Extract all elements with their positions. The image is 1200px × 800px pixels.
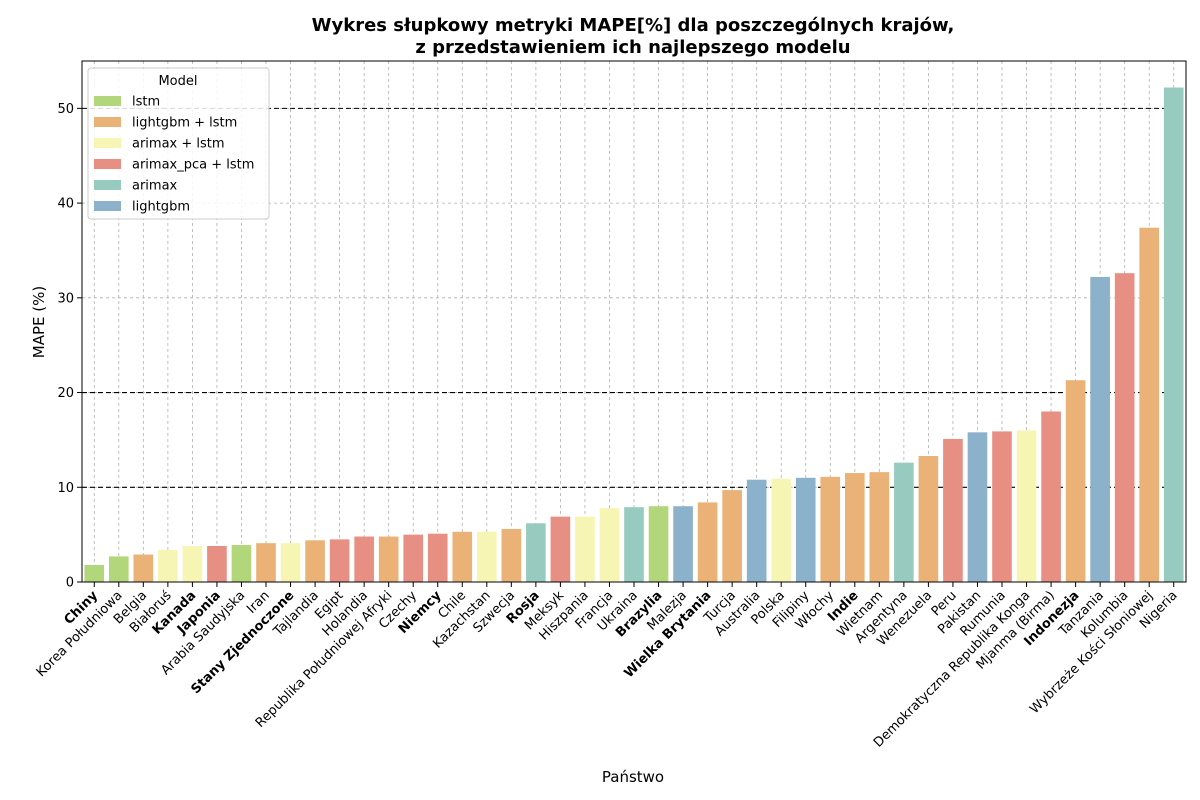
bar bbox=[476, 531, 497, 582]
bar bbox=[624, 507, 644, 582]
chart-title-line-1: Wykres słupkowy metryki MAPE[%] dla posz… bbox=[312, 15, 955, 36]
bar bbox=[452, 531, 473, 582]
bar bbox=[1016, 430, 1037, 582]
chart-legend: Model lstm lightgbm + lstm arimax + lstm ar… bbox=[87, 67, 270, 220]
bar bbox=[575, 516, 595, 582]
legend-label: arimax + lstm bbox=[132, 137, 225, 152]
legend-swatch bbox=[94, 117, 121, 127]
y-tick-label: 30 bbox=[57, 291, 74, 306]
legend-label: lightgbm bbox=[132, 200, 190, 215]
bar bbox=[501, 528, 522, 582]
bar bbox=[378, 536, 399, 582]
bar bbox=[280, 543, 301, 582]
y-axis-ticks: 0 10 20 30 40 50 bbox=[57, 102, 82, 591]
x-axis-label: Państwo bbox=[602, 768, 664, 786]
legend-label: arimax bbox=[132, 179, 178, 194]
bar bbox=[84, 564, 105, 582]
bar bbox=[231, 545, 252, 582]
bar bbox=[722, 490, 742, 582]
y-tick-label: 10 bbox=[57, 481, 74, 496]
y-tick-label: 40 bbox=[57, 197, 74, 212]
bar bbox=[158, 549, 178, 582]
bar bbox=[918, 456, 939, 582]
bar bbox=[1090, 276, 1110, 582]
bar bbox=[1163, 87, 1184, 583]
bar bbox=[133, 554, 154, 582]
y-tick-label: 0 bbox=[66, 576, 74, 591]
legend-swatch bbox=[94, 159, 121, 169]
bar bbox=[108, 556, 129, 582]
bar bbox=[844, 473, 865, 582]
bar bbox=[771, 478, 792, 582]
bar bbox=[354, 536, 374, 582]
bar bbox=[550, 516, 571, 582]
bar bbox=[869, 472, 890, 582]
bar bbox=[992, 431, 1012, 582]
legend-label: lightgbm + lstm bbox=[132, 116, 237, 131]
bar bbox=[746, 479, 767, 582]
bars bbox=[84, 87, 1184, 583]
bar bbox=[697, 502, 718, 582]
legend-label: lstm bbox=[132, 95, 160, 110]
bar bbox=[329, 539, 350, 582]
bar bbox=[427, 533, 448, 582]
bar bbox=[894, 462, 914, 582]
bar bbox=[1065, 380, 1086, 582]
bar bbox=[1139, 227, 1160, 582]
legend-swatch bbox=[94, 180, 121, 190]
legend-swatch bbox=[94, 96, 121, 106]
y-axis-label: MAPE (%) bbox=[30, 286, 48, 358]
bar bbox=[305, 540, 325, 582]
bar bbox=[207, 546, 227, 582]
bar bbox=[256, 543, 276, 582]
legend-title: Model bbox=[158, 74, 197, 89]
bar bbox=[599, 508, 620, 582]
bar bbox=[403, 534, 424, 582]
bar bbox=[182, 546, 203, 582]
legend-swatch bbox=[94, 201, 121, 211]
legend-box bbox=[87, 67, 270, 220]
bar bbox=[943, 438, 963, 582]
chart-title-line-2: z przedstawieniem ich najlepszego modelu bbox=[415, 37, 850, 58]
bar bbox=[673, 506, 693, 582]
bar bbox=[795, 477, 816, 582]
legend-items: lstm lightgbm + lstm arimax + lstm arimax_p… bbox=[94, 95, 254, 215]
legend-swatch bbox=[94, 138, 121, 148]
bar bbox=[1041, 411, 1061, 582]
bar bbox=[820, 476, 841, 582]
bar bbox=[648, 506, 669, 582]
bar bbox=[526, 523, 546, 582]
bar bbox=[967, 432, 988, 582]
y-tick-label: 20 bbox=[57, 386, 74, 401]
y-tick-label: 50 bbox=[57, 102, 74, 117]
bar bbox=[1114, 273, 1135, 582]
legend-label: arimax_pca + lstm bbox=[132, 158, 254, 173]
